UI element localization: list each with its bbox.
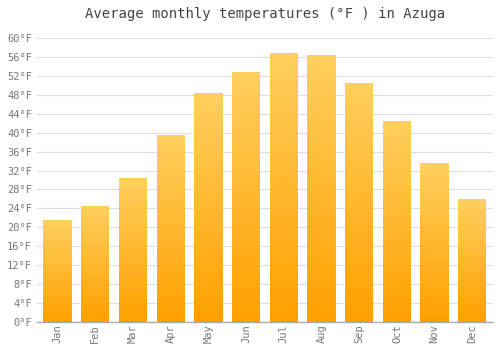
Title: Average monthly temperatures (°F ) in Azuga: Average monthly temperatures (°F ) in Az… [85, 7, 445, 21]
